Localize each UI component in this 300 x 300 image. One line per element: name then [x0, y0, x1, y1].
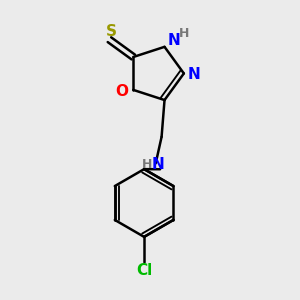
Text: N: N — [152, 157, 164, 172]
Text: N: N — [168, 33, 180, 48]
Text: S: S — [105, 24, 116, 39]
Text: H: H — [142, 158, 152, 171]
Text: Cl: Cl — [136, 262, 152, 278]
Text: N: N — [188, 68, 200, 82]
Text: H: H — [179, 27, 190, 40]
Text: O: O — [116, 84, 129, 99]
